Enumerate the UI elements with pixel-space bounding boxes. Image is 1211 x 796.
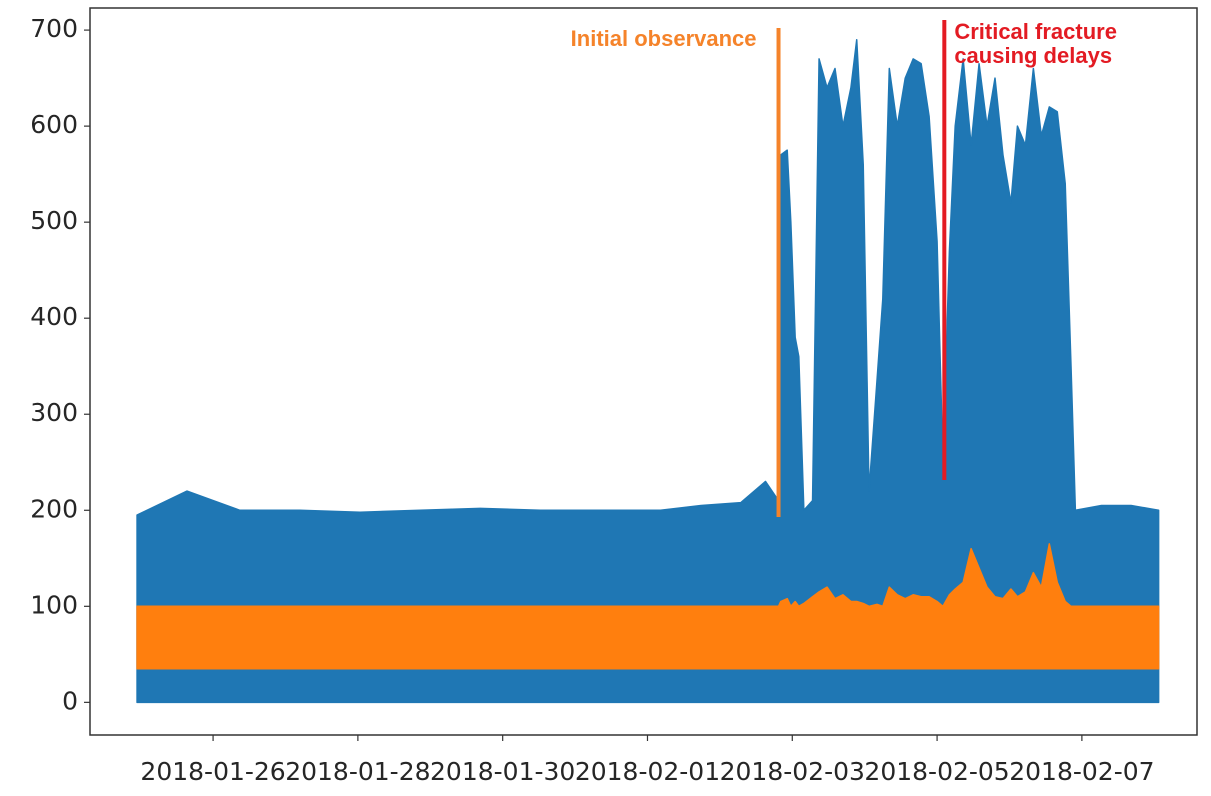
annotation-text: Critical fracture — [954, 19, 1117, 44]
y-tick-label: 600 — [30, 110, 78, 139]
x-tick-label: 2018-02-03 — [720, 757, 865, 786]
y-tick-label: 100 — [30, 590, 78, 619]
y-tick-label: 400 — [30, 302, 78, 331]
y-tick-label: 300 — [30, 398, 78, 427]
series-area — [136, 38, 1160, 704]
annotation-text: causing delays — [954, 43, 1112, 68]
x-tick-label: 2018-02-01 — [575, 757, 720, 786]
y-tick-label: 500 — [30, 206, 78, 235]
axes-frame — [89, 7, 1198, 736]
x-tick-label: 2018-01-26 — [140, 757, 285, 786]
x-tick-label: 2018-02-07 — [1009, 757, 1154, 786]
x-tick-label: 2018-02-05 — [864, 757, 1009, 786]
y-tick-label: 0 — [62, 686, 78, 715]
y-tick-label: 700 — [30, 14, 78, 43]
x-tick-label: 2018-01-30 — [430, 757, 575, 786]
x-tick-label: 2018-01-28 — [285, 757, 430, 786]
plot-area — [136, 38, 1160, 704]
annotation-text: Initial observance — [571, 26, 757, 51]
y-tick-label: 200 — [30, 494, 78, 523]
series-area — [136, 543, 1160, 670]
